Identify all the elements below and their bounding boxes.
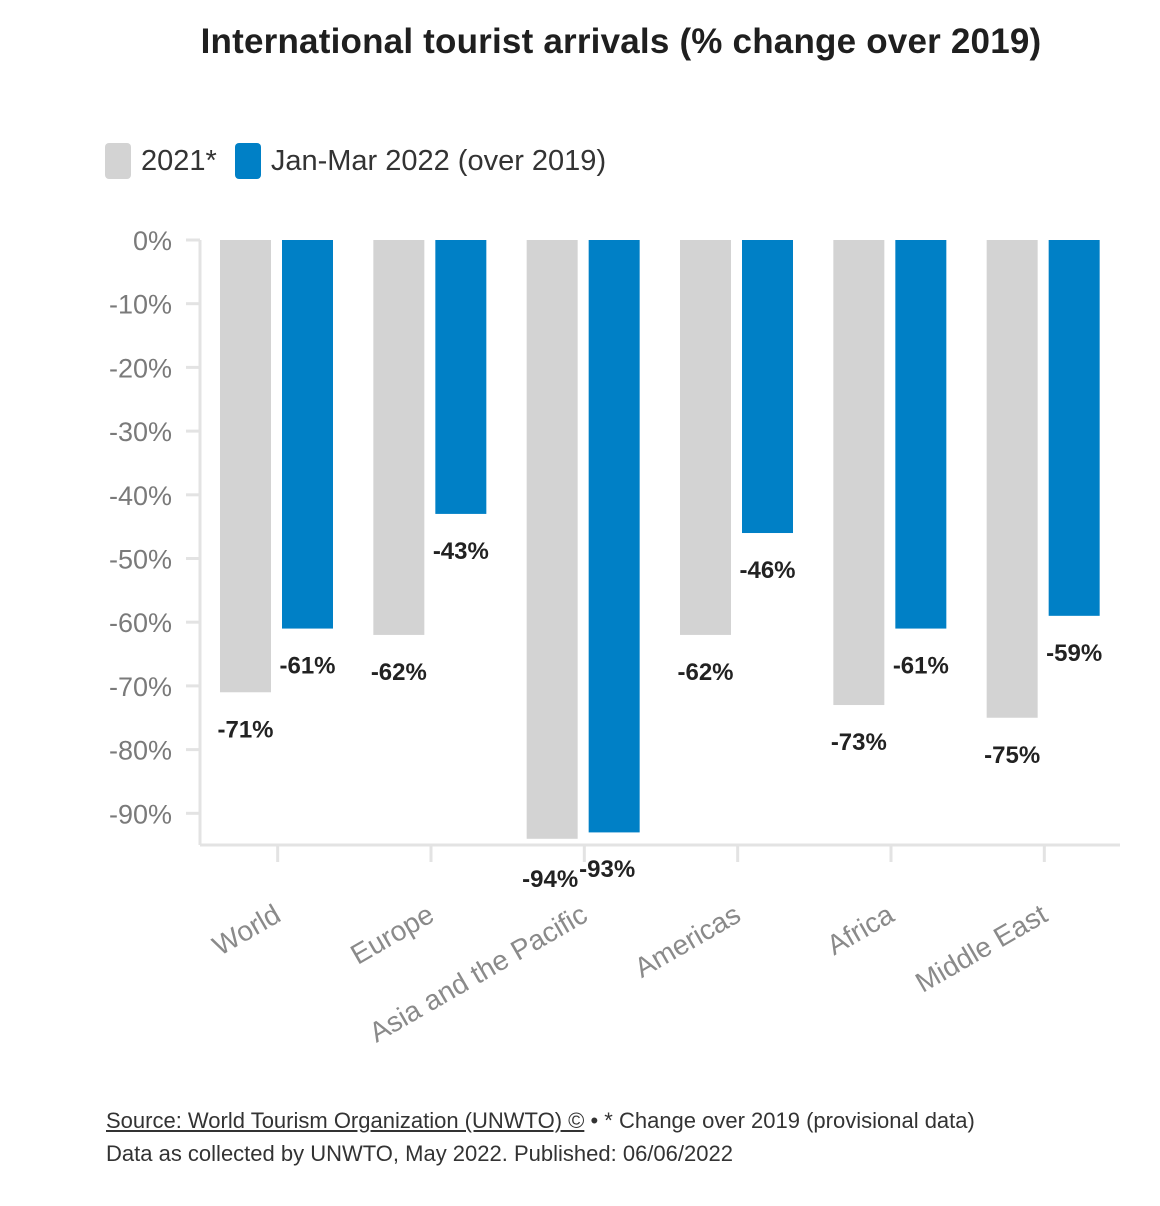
chart-footer: Source: World Tourism Organization (UNWT… [106,1104,975,1170]
bar-2022 [435,240,487,514]
footer-separator: • [584,1108,605,1133]
bar-2022 [588,240,640,833]
legend-label-2022: Jan-Mar 2022 (over 2019) [270,144,607,177]
y-tick-label: -20% [109,353,172,383]
x-category-label: Middle East [910,898,1052,998]
data-label-2022: -59% [1046,640,1102,667]
bar-2022 [895,240,947,629]
bar-2021 [220,240,271,693]
y-tick-label: -80% [109,736,172,766]
bar-2021 [833,240,885,706]
y-tick-label: -50% [109,545,172,575]
bar-2022 [742,240,793,534]
bar-chart: 0% -10% -20% -30% -40% -50% -60% -70% -80% -90% -7… [109,226,1120,1048]
y-tick-label: -60% [109,608,172,638]
y-tick-label: -10% [109,290,172,320]
bar-2021 [526,240,578,839]
footer-line-1: Source: World Tourism Organization (UNWT… [106,1104,975,1137]
chart-legend: 2021* Jan-Mar 2022 (over 2019) [105,143,624,179]
x-category-label: Africa [822,898,900,961]
data-label-2021: -75% [984,742,1040,769]
legend-swatch-2021 [105,143,131,179]
bar-2022 [1048,240,1100,616]
legend-item-2021[interactable]: 2021* [105,143,217,179]
footer-note: * Change over 2019 (provisional data) [604,1108,975,1133]
data-label-2022: -46% [739,557,795,584]
legend-label-2021: 2021* [141,144,217,177]
y-tick-label: -40% [109,481,172,511]
data-label-2021: -62% [677,659,733,686]
x-category-label: Americas [629,898,746,983]
y-tick-label: -90% [109,799,172,829]
y-tick-label: 0% [133,226,172,256]
source-link[interactable]: Source: World Tourism Organization (UNWT… [106,1108,585,1133]
bar-2021 [680,240,731,635]
data-label-2022: -43% [433,538,489,565]
bar-2021 [986,240,1038,718]
legend-item-2022[interactable]: Jan-Mar 2022 (over 2019) [234,143,607,179]
data-label-2021: -73% [831,729,887,756]
data-label-2022: -93% [579,856,635,883]
data-label-2021: -71% [217,716,273,743]
data-label-2021: -94% [522,866,578,893]
data-label-2021: -62% [371,659,427,686]
x-category-label: World [207,898,285,961]
legend-swatch-2022 [234,143,261,179]
bar-2021 [373,240,425,635]
y-tick-label: -30% [109,417,172,447]
bar-2022 [282,240,333,629]
data-label-2022: -61% [279,653,335,680]
footer-line-2: Data as collected by UNWTO, May 2022. Pu… [106,1141,733,1166]
x-category-label: Europe [345,898,439,970]
chart-title: International tourist arrivals (% change… [200,22,1042,61]
y-tick-label: -70% [109,672,172,702]
data-label-2022: -61% [893,653,949,680]
